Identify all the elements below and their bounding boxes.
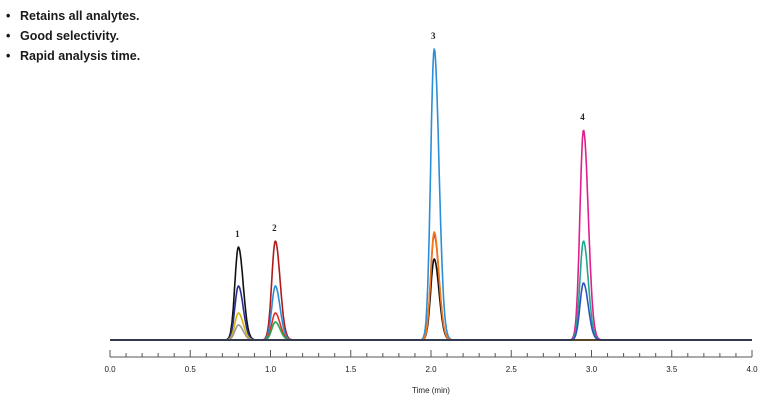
bullet-item: • Good selectivity. bbox=[6, 29, 120, 43]
trace-yellow-trace bbox=[109, 312, 753, 341]
bullet-text: Rapid analysis time. bbox=[20, 49, 141, 63]
feature-bullet-list: • Retains all analytes. • Good selectivity… bbox=[6, 6, 140, 66]
x-axis-title: Time (min) bbox=[412, 386, 450, 395]
x-tick-label: 0.5 bbox=[185, 365, 197, 374]
x-tick-label: 2.5 bbox=[506, 365, 518, 374]
x-tick-label: 2.0 bbox=[425, 365, 437, 374]
bullet-text: Retains all analytes. bbox=[20, 9, 140, 23]
x-tick-label: 1.0 bbox=[265, 365, 277, 374]
bullet-text: Good selectivity. bbox=[20, 29, 120, 43]
trace-gray-trace bbox=[109, 324, 753, 341]
trace-green-trace bbox=[109, 321, 753, 341]
x-tick-label: 3.5 bbox=[666, 365, 678, 374]
bullet-item: • Rapid analysis time. bbox=[6, 49, 141, 63]
chromatogram-traces bbox=[109, 48, 753, 341]
x-tick-label: 4.0 bbox=[746, 365, 758, 374]
x-tick-label: 1.5 bbox=[345, 365, 357, 374]
peak-label: 2 bbox=[272, 223, 277, 233]
peak-label: 3 bbox=[431, 31, 436, 41]
x-tick-label: 0.0 bbox=[104, 365, 116, 374]
peak-labels: 1 2 3 4 bbox=[235, 31, 585, 239]
peak-label: 1 bbox=[235, 229, 240, 239]
peak-label: 4 bbox=[580, 112, 585, 122]
x-axis: 0.0 0.5 1.0 1.5 2.0 2.5 3.0 3.5 4.0 bbox=[104, 350, 758, 374]
x-tick-label: 3.0 bbox=[586, 365, 598, 374]
bullet-item: • Retains all analytes. bbox=[6, 9, 140, 23]
